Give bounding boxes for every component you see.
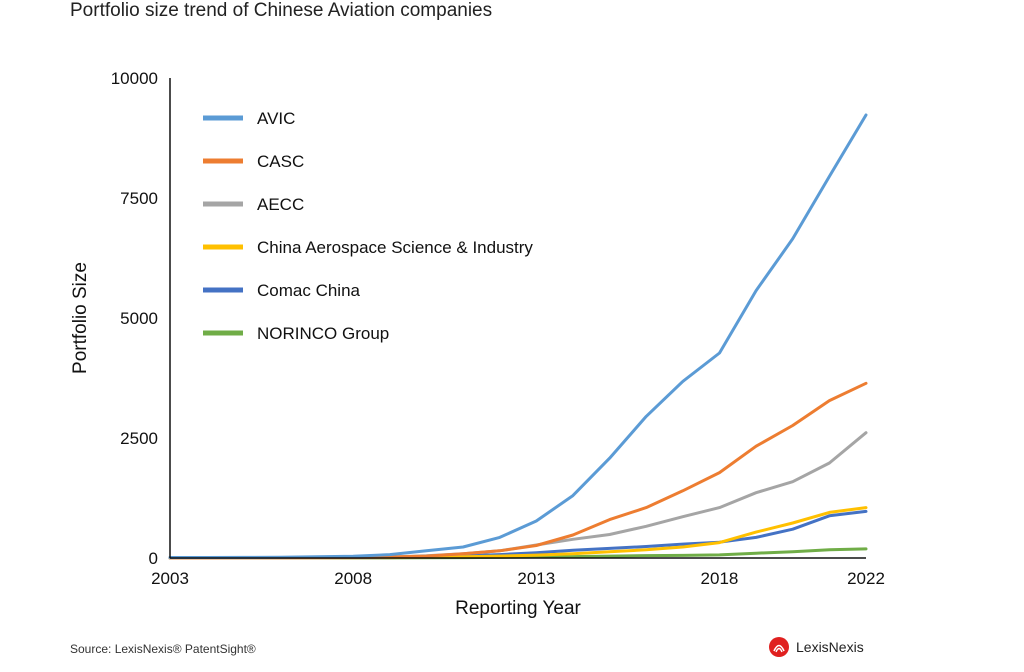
series-line-china-aerospace-science-industry xyxy=(168,506,868,560)
legend-item: Comac China xyxy=(203,281,361,300)
x-tick-label: 2003 xyxy=(151,569,189,588)
legend-item: China Aerospace Science & Industry xyxy=(203,238,533,257)
y-tick-label: 2500 xyxy=(120,429,158,448)
source-note: Source: LexisNexis® PatentSight® xyxy=(70,642,256,656)
x-axis-label: Reporting Year xyxy=(455,598,581,619)
x-tick-label: 2022 xyxy=(847,569,885,588)
legend-item: NORINCO Group xyxy=(203,324,389,343)
legend-item: AECC xyxy=(203,195,304,214)
legend-label: AECC xyxy=(257,195,304,214)
x-tick-label: 2013 xyxy=(517,569,555,588)
series-layer xyxy=(168,113,868,560)
y-tick-label: 0 xyxy=(149,549,158,568)
x-tick-label: 2018 xyxy=(701,569,739,588)
legend-item: CASC xyxy=(203,152,304,171)
lexisnexis-logo: LexisNexis xyxy=(768,636,864,658)
y-axis-label: Portfolio Size xyxy=(70,262,91,374)
legend-item: AVIC xyxy=(203,109,295,128)
y-tick-label: 7500 xyxy=(120,189,158,208)
y-tick-labels: 0 2500 5000 7500 10000 xyxy=(111,69,158,568)
series-line-comac-china xyxy=(168,509,868,560)
logo-text: LexisNexis xyxy=(796,639,864,655)
x-tick-label: 2008 xyxy=(334,569,372,588)
lexisnexis-logo-icon xyxy=(769,637,789,657)
legend-label: China Aerospace Science & Industry xyxy=(257,238,533,257)
y-tick-label: 5000 xyxy=(120,309,158,328)
x-tick-labels: 2003 2008 2013 2018 2022 xyxy=(151,569,885,588)
legend: AVIC CASC AECC China Aerospace Science & In… xyxy=(203,109,533,343)
legend-label: CASC xyxy=(257,152,304,171)
legend-label: NORINCO Group xyxy=(257,324,389,343)
series-line-aecc xyxy=(168,431,868,560)
chart-title: Portfolio size trend of Chinese Aviation… xyxy=(70,0,493,21)
series-line-avic xyxy=(168,113,868,559)
legend-label: Comac China xyxy=(257,281,361,300)
y-tick-label: 10000 xyxy=(111,69,158,88)
legend-label: AVIC xyxy=(257,109,295,128)
